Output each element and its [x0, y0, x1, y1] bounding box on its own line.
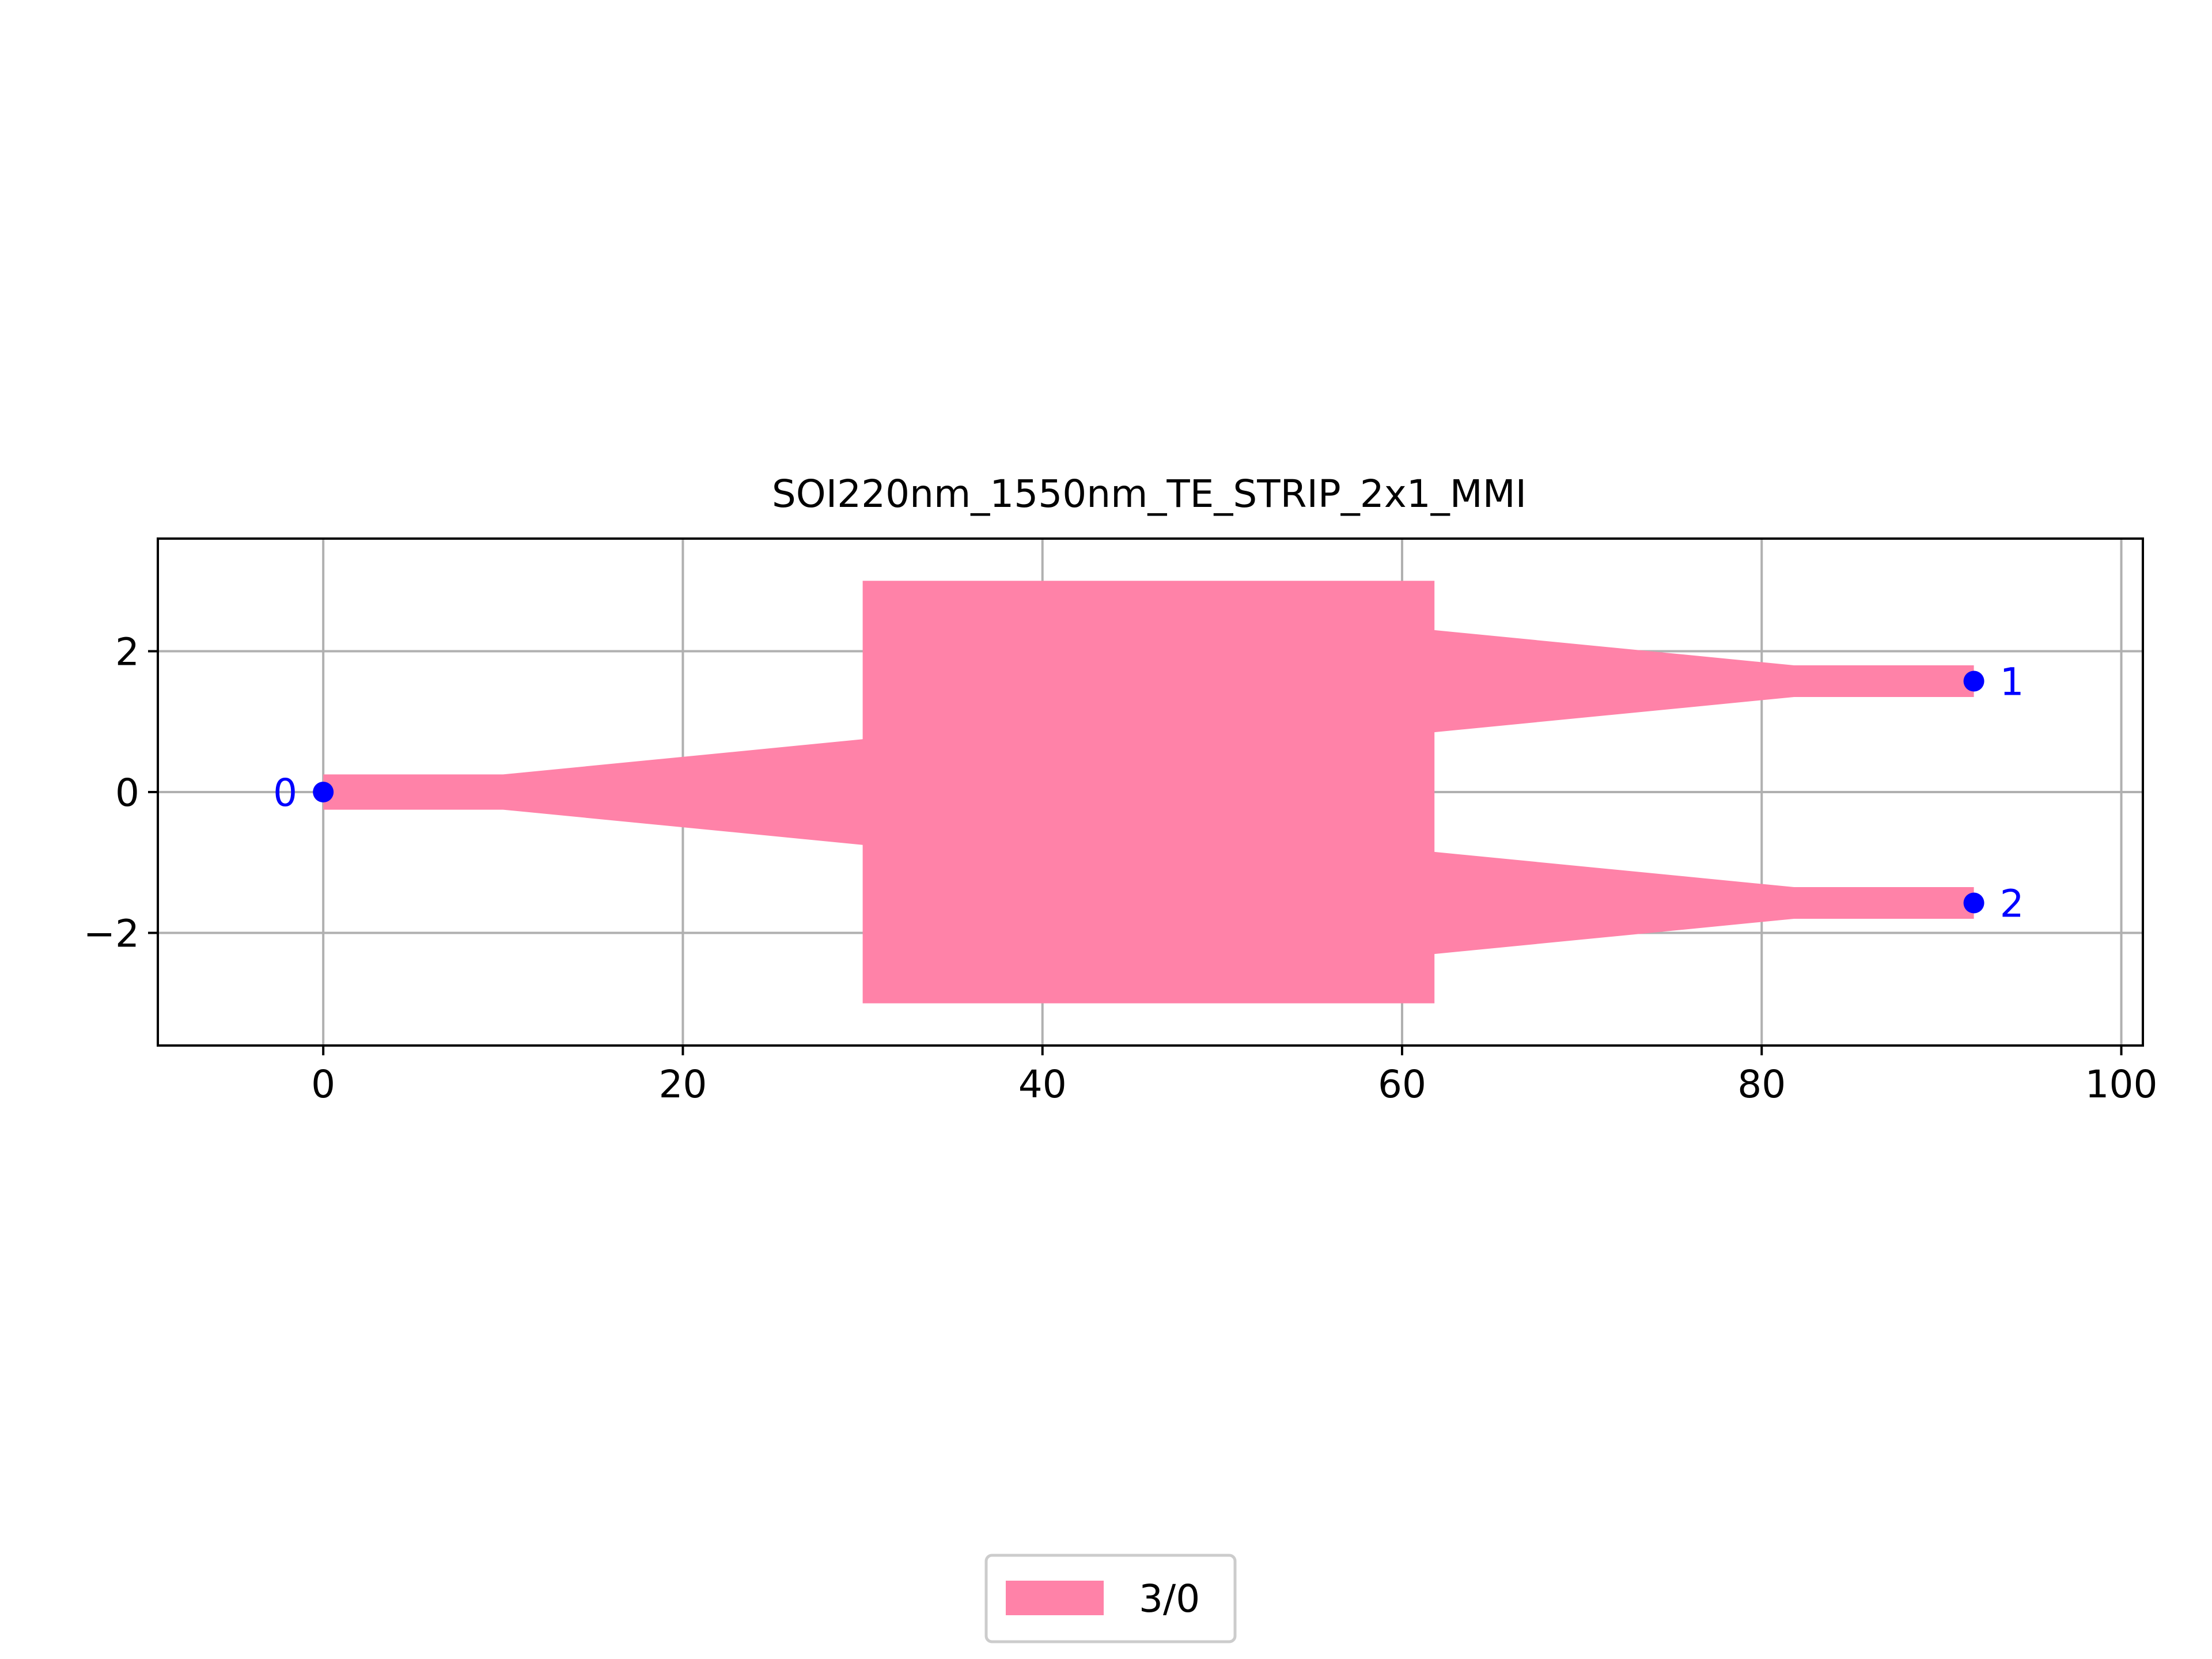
legend-frame — [984, 1554, 1237, 1643]
port-label-2: 2 — [2000, 882, 2024, 926]
chart-title: SOI220nm_1550nm_TE_STRIP_2x1_MMI — [772, 472, 1527, 516]
x-tick-label-3: 60 — [1378, 1062, 1426, 1107]
y-tick-label-2: 2 — [115, 630, 139, 675]
legend-label-0: 3/0 — [1139, 1577, 1200, 1621]
port-marker-1 — [1963, 671, 1984, 692]
x-tick-label-5: 100 — [2085, 1062, 2158, 1107]
x-tick-label-0: 0 — [311, 1062, 335, 1107]
x-tick-label-1: 20 — [658, 1062, 707, 1107]
port-marker-2 — [1963, 892, 1984, 914]
legend: 3/0 — [984, 1554, 1237, 1643]
legend-swatch-0 — [1006, 1581, 1104, 1615]
y-tick-label-1: 0 — [115, 771, 139, 815]
port-label-1: 1 — [2000, 660, 2024, 704]
x-tick-label-2: 40 — [1018, 1062, 1067, 1107]
layer-polygon-0-0 — [323, 581, 1974, 1003]
port-label-0: 0 — [273, 771, 297, 815]
port-marker-0 — [313, 782, 334, 802]
x-tick-label-4: 80 — [1737, 1062, 1786, 1107]
y-tick-label-0: −2 — [84, 911, 139, 956]
